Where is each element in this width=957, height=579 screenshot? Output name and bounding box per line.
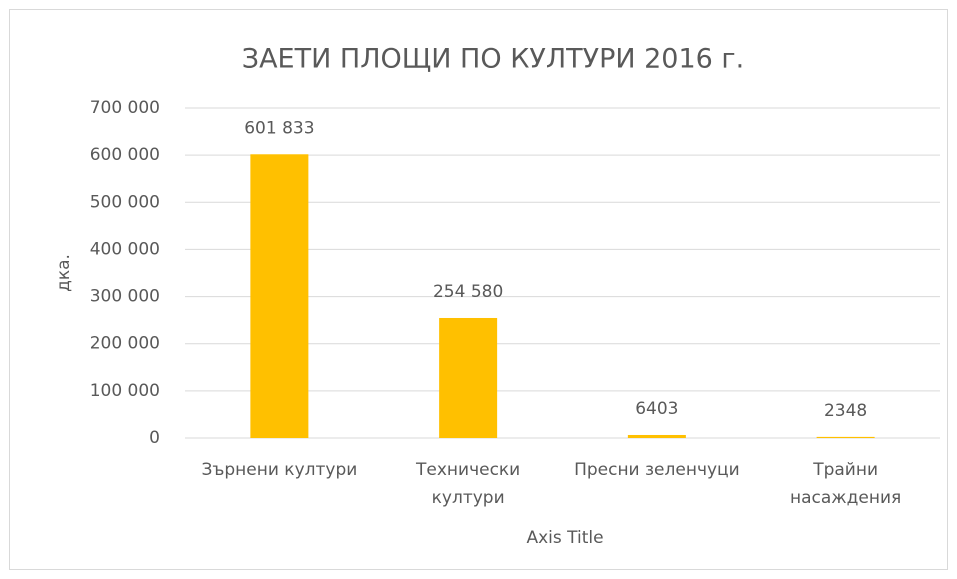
chart-title: ЗАЕТИ ПЛОЩИ ПО КУЛТУРИ 2016 г. (242, 44, 744, 75)
x-tick-label: Пресни зеленчуци (574, 460, 740, 480)
x-axis-title: Axis Title (526, 528, 603, 548)
data-label: 6403 (635, 399, 678, 419)
y-tick-label: 300 000 (90, 287, 160, 307)
y-tick-label: 600 000 (90, 145, 160, 165)
data-label: 254 580 (433, 282, 503, 302)
y-tick-label: 700 000 (90, 98, 160, 118)
bar (439, 317, 498, 438)
y-axis-title: дка. (54, 254, 74, 292)
y-tick-label: 0 (149, 428, 160, 448)
x-tick-label: Технически култури (416, 460, 521, 508)
chart-border (9, 9, 948, 570)
y-tick-label: 400 000 (90, 239, 160, 259)
data-label: 601 833 (244, 118, 314, 138)
y-tick-label: 500 000 (90, 192, 160, 212)
bar (627, 434, 686, 438)
x-tick-label: Трайни насаждения (790, 460, 902, 508)
data-label: 2348 (824, 401, 867, 421)
y-tick-label: 200 000 (90, 334, 160, 354)
y-tick-label: 100 000 (90, 381, 160, 401)
x-tick-label: Зърнени култури (201, 460, 358, 480)
bar (250, 154, 309, 438)
bar (816, 436, 875, 438)
